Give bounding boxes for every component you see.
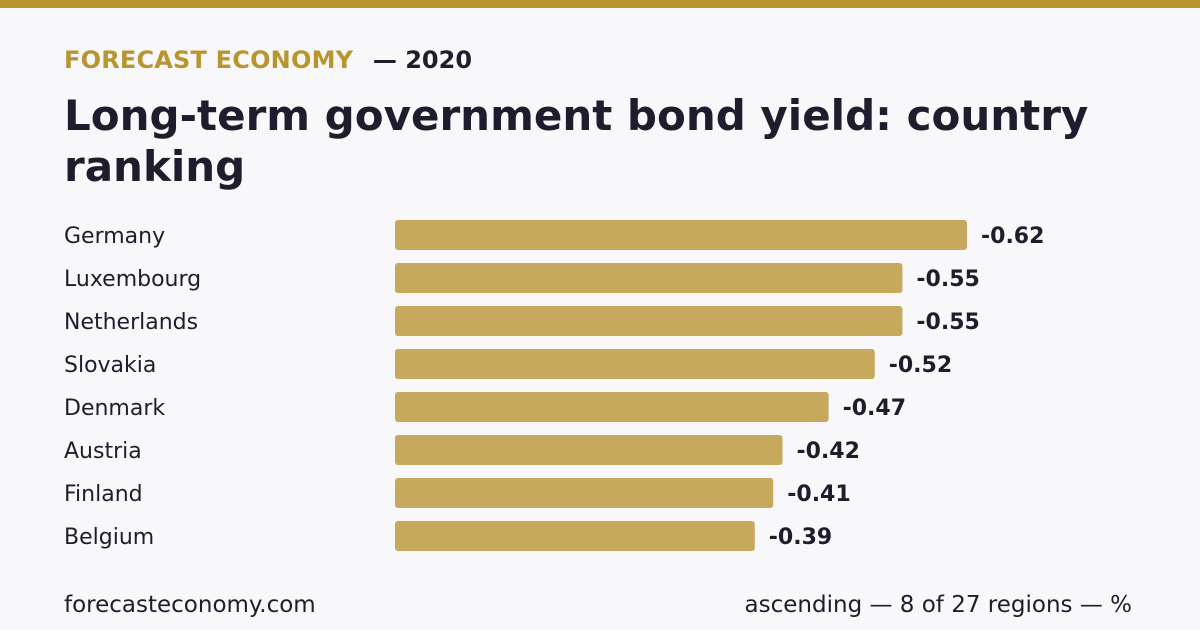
bar: [395, 220, 967, 250]
year-label: — 2020: [372, 46, 473, 74]
eyebrow: FORECAST ECONOMY — 2020: [64, 44, 472, 76]
value-label: -0.47: [843, 396, 906, 421]
chart-title: Long-term government bond yield: country…: [64, 91, 1089, 191]
category-label: Netherlands: [64, 310, 198, 335]
accent-top-bar: [0, 0, 1200, 8]
site-name: forecasteconomy.com: [64, 592, 316, 618]
bar: [395, 478, 774, 508]
bar: [395, 435, 783, 465]
value-label: -0.42: [796, 439, 859, 464]
value-label: -0.55: [916, 310, 979, 335]
value-label: -0.39: [769, 525, 832, 550]
category-label: Slovakia: [64, 353, 156, 378]
value-label: -0.55: [916, 267, 979, 292]
category-label: Germany: [64, 224, 165, 249]
category-label: Austria: [64, 439, 142, 464]
bar: [395, 349, 875, 379]
value-label: -0.41: [787, 482, 850, 507]
brand-label: FORECAST ECONOMY: [64, 46, 354, 74]
bar: [395, 263, 903, 293]
bar: [395, 392, 829, 422]
bar: [395, 306, 903, 336]
category-label: Finland: [64, 482, 143, 507]
category-label: Luxembourg: [64, 267, 201, 292]
category-label: Denmark: [64, 396, 165, 421]
bar: [395, 521, 755, 551]
value-label: -0.52: [889, 353, 952, 378]
value-label: -0.62: [981, 224, 1044, 249]
category-label: Belgium: [64, 525, 154, 550]
chart-note: ascending — 8 of 27 regions — %: [744, 592, 1132, 618]
